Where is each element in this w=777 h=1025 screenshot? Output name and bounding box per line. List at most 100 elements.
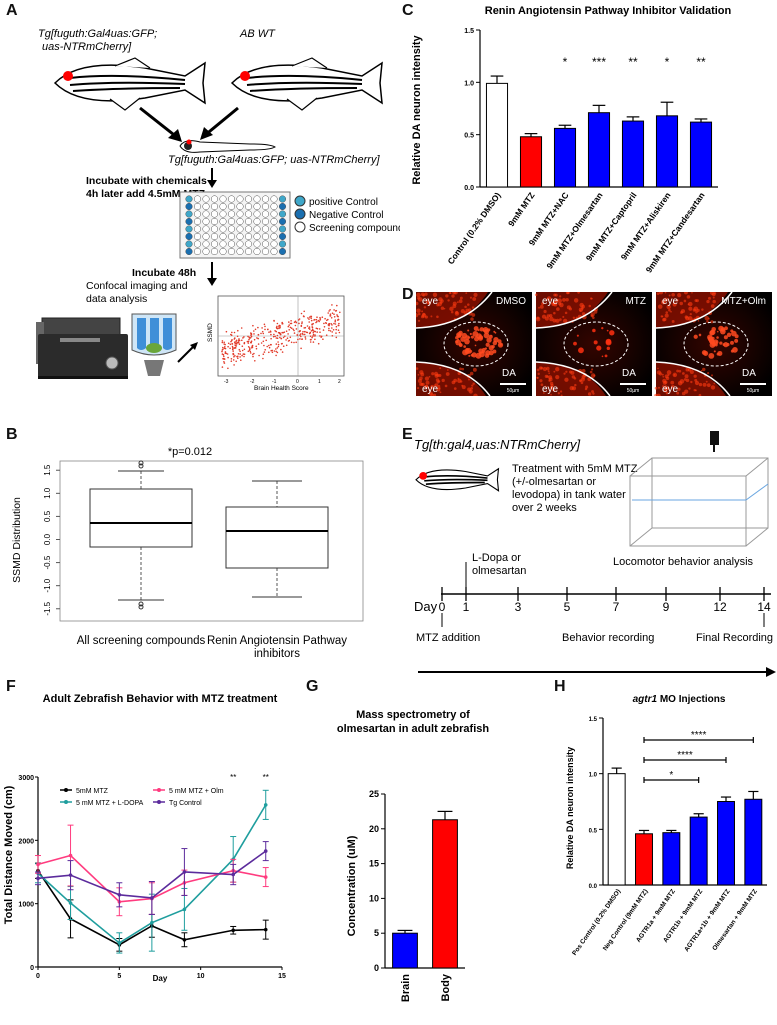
panel-label-a: A — [6, 2, 18, 19]
scatter-point — [262, 357, 264, 360]
scatter-point — [302, 333, 304, 336]
category-label: 9mM MTZ+Candesartan — [644, 190, 707, 274]
scatter-point — [278, 327, 280, 330]
scatter-point — [319, 335, 321, 337]
scatter-point — [226, 353, 229, 355]
data-point — [263, 803, 268, 807]
bar — [635, 833, 653, 886]
ldopa-line-1: L-Dopa or — [472, 552, 521, 564]
scatter-point — [272, 335, 275, 338]
timeline-day: 5 — [564, 600, 571, 614]
micrograph-1: eye eye DMSO DA 50µm — [414, 290, 532, 399]
scatter-point — [257, 343, 260, 345]
scatter-point — [328, 310, 330, 312]
well-plate — [179, 191, 291, 259]
scatter-point — [225, 352, 228, 355]
scatter-point — [249, 350, 252, 353]
category-label: 9mM MTZ — [506, 190, 537, 228]
panel-label-e: E — [402, 426, 413, 443]
scatter-point — [320, 335, 323, 338]
scatter-point — [248, 338, 250, 341]
plate-well — [244, 195, 253, 203]
y-tick-label: 0.0 — [464, 185, 474, 192]
scatter-point — [231, 331, 233, 334]
panel-a-schematic: Tg[fuguth:Gal4uas:GFP; uas-NTRmCherry] A… — [36, 28, 400, 392]
bar — [519, 136, 543, 188]
legend-label: Tg Control — [169, 800, 202, 807]
scatter-point — [301, 321, 303, 323]
scatter-point — [223, 362, 226, 364]
category-label: AGTR1a+1b + 9mM MTZ — [683, 888, 731, 953]
plate-well — [219, 247, 227, 256]
eye-label: eye — [422, 384, 439, 395]
plate-well — [202, 217, 210, 226]
scatter-point — [311, 336, 313, 339]
micrograph-3: eye eye MTZ+Olm DA 50µm — [654, 290, 772, 398]
plate-well — [227, 225, 236, 233]
timeline-day: 9 — [663, 600, 670, 614]
treatment-line-4: over 2 weeks — [512, 502, 577, 514]
scatter-point — [327, 312, 330, 314]
scatter-point — [314, 338, 316, 341]
bar — [655, 115, 679, 188]
boxplot-ytick-label: 1.5 — [43, 464, 52, 476]
plate-well — [236, 217, 244, 226]
plate-well — [244, 217, 253, 226]
scatter-point — [310, 315, 312, 318]
confocal-microscope-icon — [36, 317, 128, 379]
panel-label-c: C — [402, 2, 414, 19]
scatter-point — [309, 339, 312, 341]
data-point — [182, 937, 187, 942]
scatter-point — [242, 353, 245, 355]
scatter-point — [331, 312, 334, 315]
scatter-point — [324, 317, 326, 320]
scatter-point — [323, 322, 325, 325]
scatter-point — [234, 347, 237, 349]
scatter-point — [303, 315, 305, 318]
scatter-point — [238, 339, 241, 342]
significance-label: * — [669, 770, 673, 781]
scatter-point — [331, 335, 334, 337]
scatter-point — [237, 341, 240, 344]
scatter-point — [249, 352, 252, 354]
plate-well — [270, 195, 278, 203]
plate-legend: positive Control Negative Control Screen… — [294, 195, 400, 234]
scatter-point — [236, 342, 239, 344]
plate-well — [227, 202, 236, 211]
plate-well — [210, 247, 219, 256]
scatter-point — [322, 338, 324, 341]
panel-label-b: B — [6, 426, 18, 443]
y-tick-label: 5 — [374, 928, 379, 938]
plate-well — [210, 240, 219, 248]
plate-well — [202, 202, 210, 211]
plate-well — [236, 247, 244, 256]
scatter-point — [281, 351, 284, 353]
plate-well — [210, 225, 219, 233]
scatter-xlabel: Brain Health Score — [254, 385, 309, 392]
scatter-point — [284, 335, 286, 338]
scatter-point — [270, 337, 272, 340]
da-label: DA — [502, 368, 516, 379]
larva-icon — [179, 139, 276, 153]
scatter-point — [243, 348, 246, 351]
scatter-point — [297, 319, 300, 321]
scatter-point — [326, 319, 328, 322]
scatter-point — [271, 351, 274, 354]
plate-well — [227, 232, 236, 241]
significance-label: * — [563, 55, 568, 69]
scatter-point — [238, 343, 241, 346]
chart-g-title-line-1: Mass spectrometry of — [356, 709, 470, 721]
plate-well — [227, 195, 236, 203]
scatter-point — [309, 332, 312, 334]
boxplot-ytick-label: 0.5 — [43, 510, 52, 522]
scatter-point — [276, 351, 279, 354]
scatter-point — [225, 330, 228, 333]
panel-g-bar-chart: Mass spectrometry of olmesartan in adult… — [337, 709, 489, 1002]
data-point — [150, 920, 154, 925]
scatter-point — [230, 333, 232, 336]
scatter-point — [286, 337, 289, 340]
step2-line-c: data analysis — [86, 293, 147, 305]
scatter-point — [336, 304, 338, 307]
plate-well — [202, 225, 210, 233]
significance-label: **** — [677, 750, 693, 761]
